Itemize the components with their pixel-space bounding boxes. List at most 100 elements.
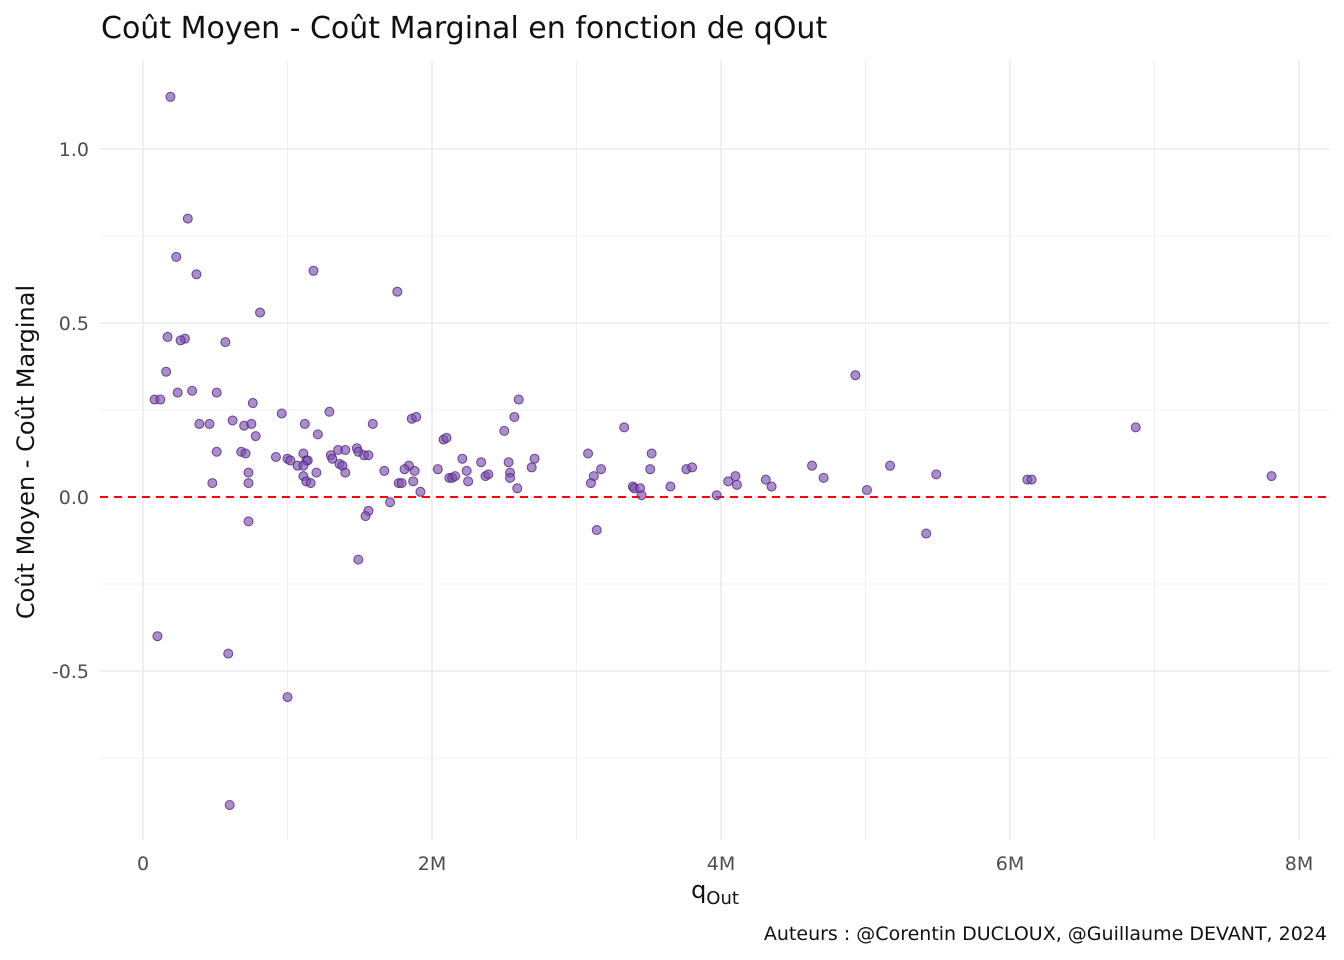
- x-tick-label: 8M: [1285, 853, 1313, 875]
- data-point: [463, 476, 474, 487]
- data-point: [191, 269, 202, 280]
- data-point: [483, 469, 494, 480]
- data-point: [441, 432, 452, 443]
- x-tick-label: 6M: [996, 853, 1024, 875]
- data-point: [931, 469, 942, 480]
- data-point: [512, 483, 523, 494]
- data-point: [885, 460, 896, 471]
- data-point: [591, 525, 602, 536]
- data-point: [766, 481, 777, 492]
- data-point: [224, 799, 235, 810]
- data-point: [861, 485, 872, 496]
- data-point: [503, 457, 514, 468]
- y-tick-label: 0.5: [59, 313, 89, 335]
- data-point: [247, 398, 258, 409]
- data-point: [305, 478, 316, 489]
- data-point: [312, 429, 323, 440]
- data-point: [360, 511, 371, 522]
- data-point: [367, 418, 378, 429]
- data-point: [1130, 422, 1141, 433]
- data-point: [298, 460, 309, 471]
- data-point: [505, 472, 516, 483]
- data-point: [204, 418, 215, 429]
- data-point: [161, 366, 172, 377]
- data-point: [162, 331, 173, 342]
- data-point: [172, 387, 183, 398]
- data-point: [385, 497, 396, 508]
- data-point: [171, 251, 182, 262]
- data-point: [1266, 471, 1277, 482]
- data-point: [665, 481, 676, 492]
- data-point: [408, 476, 419, 487]
- data-point: [255, 307, 266, 318]
- data-point: [211, 387, 222, 398]
- data-point: [1026, 474, 1037, 485]
- data-point: [850, 370, 861, 381]
- data-point: [243, 478, 254, 489]
- data-point: [282, 692, 293, 703]
- x-tick-label: 0: [137, 853, 149, 875]
- data-point: [499, 425, 510, 436]
- data-point: [529, 453, 540, 464]
- data-point: [152, 631, 163, 642]
- data-point: [207, 478, 218, 489]
- data-point: [227, 415, 238, 426]
- y-axis-label: Coût Moyen - Coût Marginal: [12, 285, 40, 619]
- data-point: [711, 490, 722, 501]
- data-point: [243, 516, 254, 527]
- data-point: [223, 648, 234, 659]
- data-point: [645, 464, 656, 475]
- data-point: [526, 462, 537, 473]
- chart-title: Coût Moyen - Coût Marginal en fonction d…: [101, 11, 827, 46]
- data-point: [187, 385, 198, 396]
- data-point: [585, 478, 596, 489]
- tick-labels: 0 2M 4M 6M 8M -0.5 0.0 0.5 1.0: [52, 139, 1313, 875]
- data-point: [409, 465, 420, 476]
- data-point: [340, 445, 351, 456]
- data-point: [155, 394, 166, 405]
- data-point: [450, 471, 461, 482]
- data-point: [415, 486, 426, 497]
- data-point: [220, 337, 231, 348]
- data-point: [646, 448, 657, 459]
- y-tick-label: -0.5: [52, 661, 89, 683]
- x-axis-label-sub: Out: [706, 888, 739, 909]
- data-point: [513, 394, 524, 405]
- data-point: [246, 418, 257, 429]
- data-point: [363, 450, 374, 461]
- caption: Auteurs : @Corentin DUCLOUX, @Guillaume …: [764, 923, 1327, 945]
- data-point: [392, 286, 403, 297]
- data-point: [411, 411, 422, 422]
- data-point: [270, 451, 281, 462]
- data-point: [807, 460, 818, 471]
- data-point: [687, 462, 698, 473]
- data-point: [457, 453, 468, 464]
- data-point: [921, 528, 932, 539]
- data-point: [509, 411, 520, 422]
- x-tick-label: 2M: [418, 853, 446, 875]
- data-point: [324, 406, 335, 417]
- y-tick-label: 0.0: [59, 487, 89, 509]
- data-point: [583, 448, 594, 459]
- data-point: [182, 213, 193, 224]
- data-point: [240, 448, 251, 459]
- data-point: [311, 467, 322, 478]
- data-point: [619, 422, 630, 433]
- x-tick-label: 4M: [707, 853, 735, 875]
- data-point: [353, 554, 364, 565]
- data-point: [299, 418, 310, 429]
- data-point: [432, 464, 443, 475]
- data-point: [461, 465, 472, 476]
- data-point: [211, 446, 222, 457]
- data-point: [165, 91, 176, 102]
- data-point: [760, 474, 771, 485]
- data-point: [308, 265, 319, 276]
- data-point: [723, 476, 734, 487]
- data-point: [818, 472, 829, 483]
- data-point: [340, 467, 351, 478]
- data-point: [476, 457, 487, 468]
- data-point: [194, 418, 205, 429]
- data-point: [327, 453, 338, 464]
- y-tick-label: 1.0: [59, 139, 89, 161]
